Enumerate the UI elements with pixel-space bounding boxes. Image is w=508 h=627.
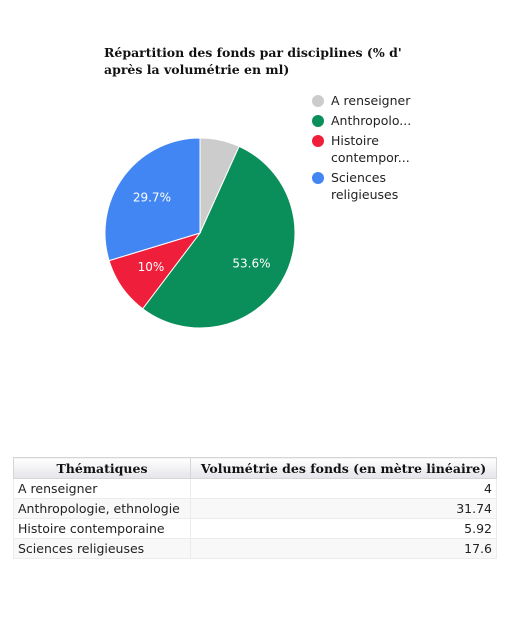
data-table: Thématiques Volumétrie des fonds (en mèt…: [13, 457, 497, 559]
legend-label: Anthropolo...: [331, 113, 412, 128]
chart-legend: A renseigner Anthropolo... Histoire cont…: [312, 92, 442, 206]
legend-swatch: [312, 135, 324, 147]
table-cell-thematique: Anthropologie, ethnologie: [13, 498, 191, 519]
table-cell-thematique: A renseigner: [13, 478, 191, 499]
legend-item-anthropologie[interactable]: Anthropolo...: [312, 112, 442, 129]
legend-label: Histoire contempor...: [331, 133, 410, 165]
legend-label: A renseigner: [331, 93, 411, 108]
table-row: Anthropologie, ethnologie 31.74: [13, 498, 497, 519]
table-row: Sciences religieuses 17.6: [13, 538, 497, 559]
legend-swatch: [312, 115, 324, 127]
column-header-volumetrie[interactable]: Volumétrie des fonds (en mètre linéaire): [190, 457, 497, 479]
table-header-row: Thématiques Volumétrie des fonds (en mèt…: [13, 457, 497, 479]
pie-slice[interactable]: [104, 137, 201, 262]
table-cell-volumetrie: 17.6: [190, 538, 497, 559]
legend-label: Sciences religieuses: [331, 170, 399, 202]
legend-swatch: [312, 172, 324, 184]
chart-title: Répartition des fonds par disciplines (%…: [104, 45, 402, 77]
table-row: A renseigner 4: [13, 478, 497, 499]
slice-label: 29.7%: [133, 190, 171, 204]
pie-slice[interactable]: [141, 145, 296, 329]
legend-item-sciences[interactable]: Sciences religieuses: [312, 169, 442, 203]
table-cell-thematique: Sciences religieuses: [13, 538, 191, 559]
legend-swatch: [312, 95, 324, 107]
table-cell-volumetrie: 5.92: [190, 518, 497, 539]
pie-chart[interactable]: 53.6% 10% 29.7%: [100, 133, 300, 333]
legend-item-a-renseigner[interactable]: A renseigner: [312, 92, 442, 109]
table-cell-volumetrie: 4: [190, 478, 497, 499]
legend-item-histoire[interactable]: Histoire contempor...: [312, 132, 442, 166]
slice-label: 53.6%: [232, 257, 270, 271]
table-cell-thematique: Histoire contemporaine: [13, 518, 191, 539]
table-cell-volumetrie: 31.74: [190, 498, 497, 519]
slice-label: 10%: [138, 260, 165, 274]
column-header-thematiques[interactable]: Thématiques: [13, 457, 191, 479]
table-row: Histoire contemporaine 5.92: [13, 518, 497, 539]
